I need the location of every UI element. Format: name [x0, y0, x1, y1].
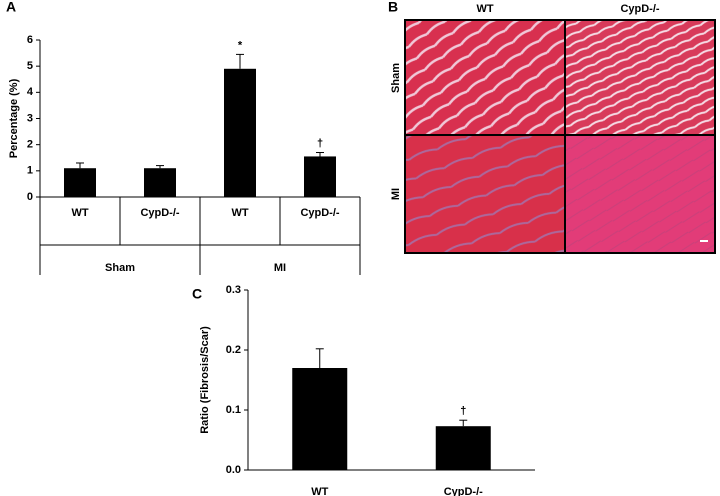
- histology-image: [405, 135, 565, 253]
- histology-image: [565, 135, 715, 253]
- bar: [435, 426, 491, 470]
- significance-mark: *: [238, 39, 243, 51]
- y-tick-label: 0: [27, 191, 33, 203]
- column-label: WT: [476, 3, 493, 15]
- x-tick-label: WT: [71, 207, 88, 219]
- x-tick-label: CypD-/-: [444, 486, 483, 496]
- image-border: [404, 19, 716, 254]
- y-tick-label: 0.3: [226, 284, 241, 296]
- panel-label: C: [192, 286, 202, 302]
- column-label: CypD-/-: [620, 3, 659, 15]
- y-axis-label: Percentage (%): [8, 78, 20, 158]
- bar: [304, 156, 336, 197]
- bar: [292, 368, 348, 470]
- y-axis-label: Ratio (Fibrosis/Scar): [199, 326, 211, 434]
- row-label: MI: [390, 188, 402, 200]
- x-tick-label: CypD-/-: [140, 207, 179, 219]
- x-tick-label: WT: [311, 486, 328, 496]
- scale-bar: [700, 240, 708, 242]
- bar: [224, 68, 256, 198]
- panel-label: B: [388, 0, 398, 15]
- y-tick-label: 3: [27, 112, 33, 124]
- panel-label: A: [6, 0, 16, 15]
- row-label: Sham: [390, 63, 402, 93]
- x-tick-label: CypD-/-: [300, 207, 339, 219]
- x-tick-label: WT: [231, 207, 248, 219]
- significance-mark: †: [460, 405, 466, 417]
- y-tick-label: 6: [27, 34, 33, 46]
- y-tick-label: 5: [27, 60, 33, 72]
- y-tick-label: 4: [27, 86, 34, 98]
- group-label: Sham: [105, 262, 135, 274]
- y-tick-label: 0.1: [226, 404, 241, 416]
- significance-mark: †: [317, 137, 323, 149]
- group-label: MI: [274, 262, 286, 274]
- histology-image: [565, 20, 715, 135]
- y-tick-label: 0.0: [226, 464, 241, 476]
- y-tick-label: 2: [27, 139, 33, 151]
- bar: [64, 168, 96, 197]
- bar: [144, 168, 176, 197]
- histology-panel: B WT CypD-/- Sham MI: [388, 0, 716, 254]
- histology-image: [405, 20, 565, 135]
- y-tick-label: 1: [27, 165, 33, 177]
- y-tick-label: 0.2: [226, 344, 241, 356]
